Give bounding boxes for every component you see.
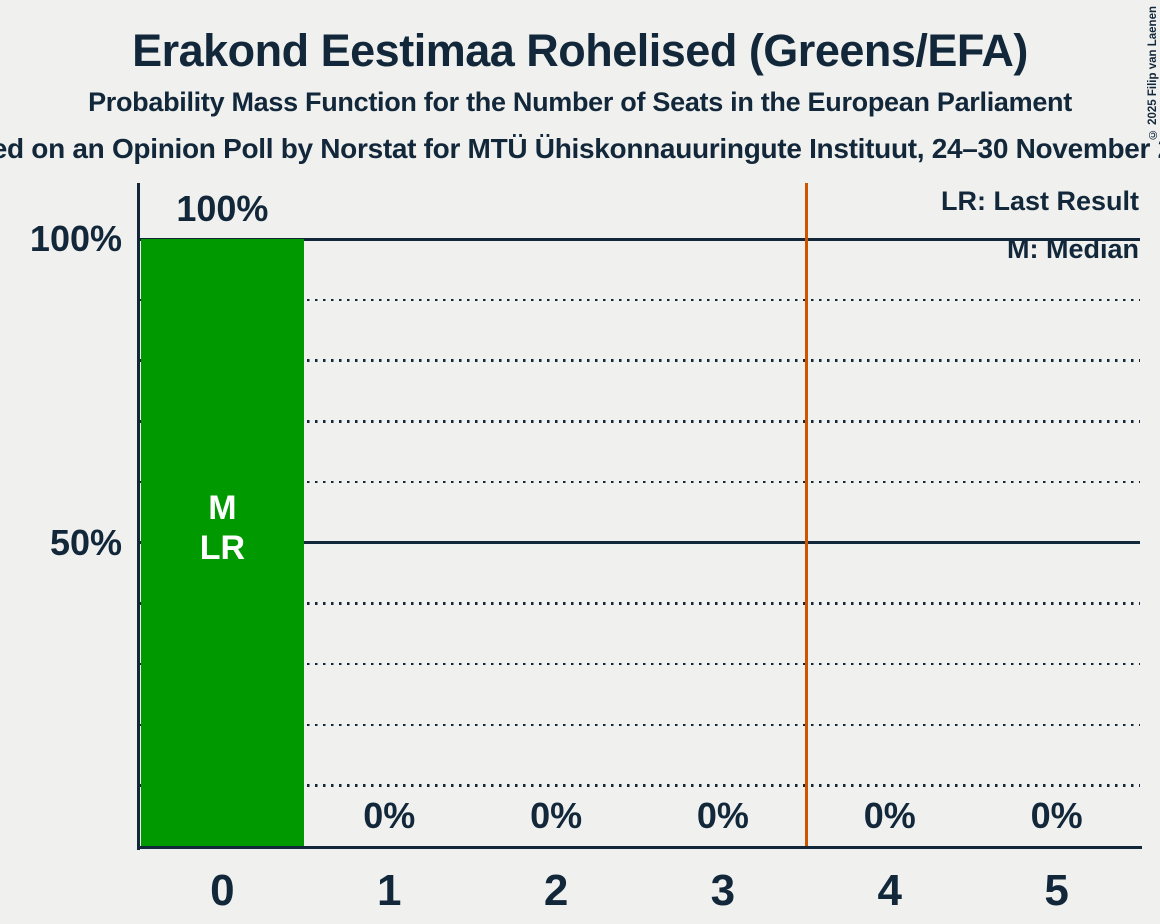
bar-annotation-seats-0: M LR — [199, 489, 246, 567]
chart-subtitle: Probability Mass Function for the Number… — [88, 87, 1072, 117]
gridline-dotted-80pct — [139, 359, 1140, 362]
gridline-dotted-90pct — [139, 298, 1140, 302]
bar-value-label-seats-1: 0% — [363, 795, 416, 836]
gridline-solid-100pct — [139, 237, 1140, 241]
gridline-dotted-40pct — [139, 602, 1140, 605]
legend-last-result: LR: Last Result — [940, 186, 1139, 216]
gridline-dotted-60pct — [139, 480, 1140, 484]
gridline-dotted-70pct — [139, 420, 1140, 423]
x-axis-label-0: 0 — [210, 866, 235, 915]
bar-value-label-seats-2: 0% — [530, 795, 583, 836]
x-axis-label-2: 2 — [543, 866, 569, 915]
bar-value-label-seats-4: 0% — [863, 795, 916, 836]
gridline-dotted-10pct — [139, 784, 1140, 787]
x-axis-label-1: 1 — [377, 866, 402, 915]
y-axis-label-50pct: 50% — [49, 521, 122, 563]
x-axis-label-3: 3 — [710, 866, 736, 915]
x-axis-line — [137, 845, 1142, 849]
x-axis-label-5: 5 — [1044, 866, 1069, 915]
y-axis-line — [137, 183, 140, 850]
x-axis-label-4: 4 — [877, 866, 902, 915]
bar-value-label-seats-5: 0% — [1030, 795, 1083, 836]
bar-value-label-seats-0: 100% — [176, 188, 269, 229]
gridline-dotted-30pct — [139, 662, 1140, 666]
page-title: Erakond Eestimaa Rohelised (Greens/EFA) — [132, 25, 1028, 76]
bar-value-label-seats-3: 0% — [696, 795, 749, 836]
legend-median: M: Median — [1007, 234, 1139, 264]
majority-threshold-line — [804, 183, 808, 846]
source-line: Based on an Opinion Poll by Norstat for … — [0, 133, 1160, 164]
gridline-dotted-20pct — [139, 723, 1140, 727]
bar-seats-0 — [141, 239, 305, 847]
gridline-solid-50pct — [139, 541, 1140, 544]
y-axis-label-100pct: 100% — [29, 218, 122, 259]
